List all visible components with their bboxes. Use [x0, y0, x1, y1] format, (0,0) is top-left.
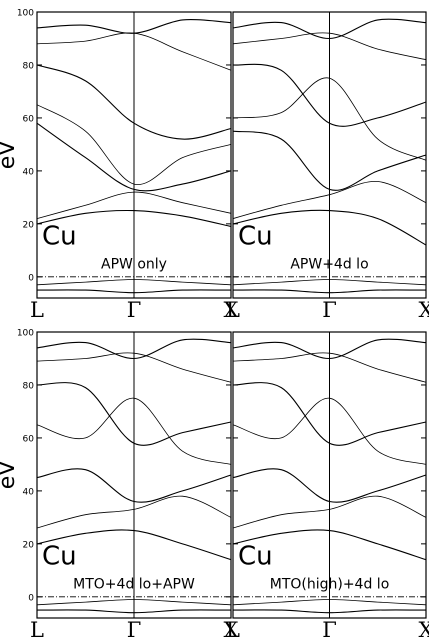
element-label: Cu [238, 222, 273, 252]
band-line-7 [232, 382, 427, 446]
band-panel-4: Cu MTO(high)+4d lo L Γ X [226, 331, 429, 638]
band-line-6 [232, 397, 427, 465]
band-line-5 [36, 468, 232, 503]
band-line-3 [36, 209, 232, 228]
kpoint-label-x: X [224, 618, 239, 638]
element-label: Cu [238, 542, 273, 572]
band-line-1 [232, 609, 427, 614]
kpoint-label-l: L [226, 298, 240, 322]
band-line-8 [232, 32, 427, 61]
y-tick-label: 80 [23, 61, 35, 71]
band-line-5 [232, 468, 427, 503]
element-label: Cu [42, 222, 77, 252]
y-tick-label: 40 [23, 167, 35, 177]
band-panel-3: 0 20 40 60 80 100 Cu MTO+4d lo+APW L Γ XeV [0, 329, 239, 638]
band-line-5 [36, 122, 232, 192]
y-tick-label: 20 [23, 540, 35, 550]
band-line-3 [36, 529, 232, 561]
band-line-2 [36, 279, 232, 286]
band-line-1 [36, 609, 232, 614]
band-line-4 [36, 191, 232, 219]
y-axis-label: eV [0, 461, 20, 490]
band-line-9 [36, 338, 232, 360]
band-line-1 [232, 289, 427, 294]
band-line-2 [232, 279, 427, 286]
band-line-8 [232, 352, 427, 383]
band-line-2 [232, 599, 427, 606]
band-line-1 [36, 289, 232, 294]
method-label: APW only [101, 257, 167, 273]
band-line-9 [232, 338, 427, 360]
y-tick-label: 80 [23, 381, 35, 391]
element-label: Cu [42, 542, 77, 572]
band-line-3 [232, 529, 427, 561]
band-line-6 [232, 77, 427, 161]
y-axis-label: eV [0, 141, 20, 170]
band-line-3 [232, 209, 427, 246]
band-line-4 [36, 495, 232, 529]
band-line-9 [232, 18, 427, 40]
kpoint-label-gamma: Γ [127, 298, 142, 322]
y-tick-label: 40 [23, 487, 35, 497]
kpoint-label-x: X [224, 298, 239, 322]
band-panel-1: 0 20 40 60 80 100 Cu APW only L Γ XeV [0, 9, 239, 323]
band-line-7 [36, 382, 232, 446]
y-tick-label: 20 [23, 220, 35, 230]
band-line-5 [232, 130, 427, 191]
kpoint-label-gamma: Γ [322, 618, 337, 638]
y-tick-label: 60 [23, 434, 35, 444]
band-line-9 [36, 18, 232, 34]
kpoint-label-x: X [419, 298, 429, 322]
method-label: MTO(high)+4d lo [270, 577, 390, 593]
kpoint-label-gamma: Γ [127, 618, 142, 638]
kpoint-label-x: X [419, 618, 429, 638]
kpoint-label-gamma: Γ [322, 298, 337, 322]
band-line-4 [232, 181, 427, 219]
kpoint-label-l: L [30, 618, 44, 638]
band-line-2 [36, 599, 232, 606]
band-line-8 [36, 352, 232, 383]
method-label: MTO+4d lo+APW [73, 577, 195, 593]
kpoint-label-l: L [226, 618, 240, 638]
y-tick-label: 100 [17, 329, 34, 339]
y-tick-label: 60 [23, 114, 35, 124]
y-tick-label: 0 [28, 593, 34, 603]
band-line-7 [232, 63, 427, 127]
band-line-6 [36, 397, 232, 465]
method-label: APW+4d lo [290, 257, 368, 273]
band-line-6 [36, 104, 232, 185]
y-tick-label: 100 [17, 9, 34, 19]
band-panel-2: Cu APW+4d lo L Γ X [226, 11, 429, 322]
band-line-7 [36, 64, 232, 140]
y-tick-label: 0 [28, 273, 34, 283]
kpoint-label-l: L [30, 298, 44, 322]
band-line-4 [232, 495, 427, 529]
